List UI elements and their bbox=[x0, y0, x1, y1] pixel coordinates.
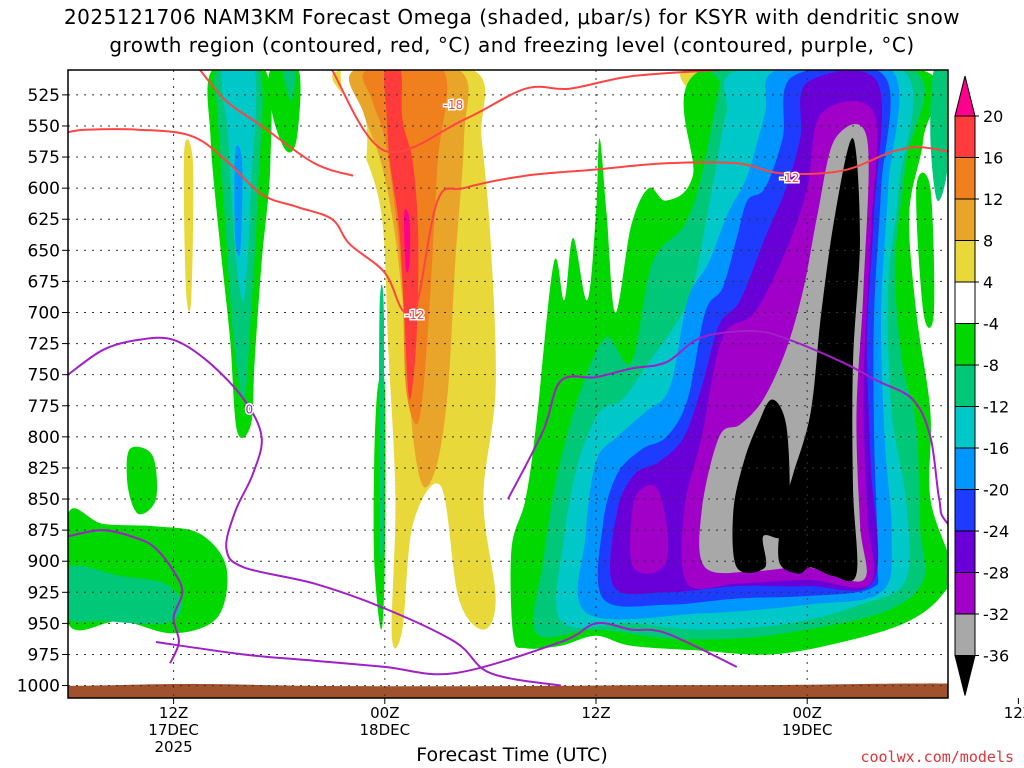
colorbar-bin-6 bbox=[954, 323, 976, 366]
colorbar-label-8: -16 bbox=[983, 439, 1009, 458]
chart-title-line-2: growth region (contoured, red, °C) and f… bbox=[109, 33, 915, 57]
colorbar-bin-10 bbox=[954, 489, 976, 532]
contour-line-2 bbox=[199, 70, 354, 177]
contour-line-5 bbox=[507, 330, 948, 526]
y-tick-label-875: 875 bbox=[28, 521, 60, 541]
omega-fill-_8_to_4-34 bbox=[1010, 201, 1024, 412]
y-tick-label-725: 725 bbox=[28, 335, 60, 355]
colorbar-label-1: 16 bbox=[983, 149, 1003, 168]
omega-fill-_20-15 bbox=[404, 209, 410, 273]
y-tick-label-1000: 1000 bbox=[17, 677, 60, 697]
contour-label-3: 0 bbox=[245, 402, 253, 416]
x-axis-label: Forecast Time (UTC) bbox=[416, 744, 608, 766]
colorbar-bin-3 bbox=[954, 198, 976, 241]
colorbar-bin-below-min bbox=[954, 655, 976, 696]
chart-title-line-1: 2025121706 NAM3KM Forecast Omega (shaded… bbox=[63, 5, 961, 29]
colorbar-bin-13 bbox=[954, 613, 976, 656]
x-tick-label-48-0: 00Z bbox=[793, 704, 822, 722]
y-tick-label-700: 700 bbox=[28, 303, 60, 323]
x-tick-label-12-2: 2025 bbox=[155, 738, 193, 756]
x-tick-label-36-0: 12Z bbox=[581, 704, 610, 722]
colorbar-label-11: -28 bbox=[983, 564, 1009, 583]
x-tick-label-12-0: 12Z bbox=[159, 704, 188, 722]
colorbar-label-10: -24 bbox=[983, 522, 1009, 541]
y-tick-label-950: 950 bbox=[28, 614, 60, 634]
y-tick-label-925: 925 bbox=[28, 583, 60, 603]
colorbar-label-3: 8 bbox=[983, 232, 993, 251]
y-tick-label-525: 525 bbox=[28, 86, 60, 106]
omega-fill-_32_to_28-26 bbox=[630, 485, 669, 574]
contour-label-2: -12 bbox=[780, 171, 800, 185]
omega-fill-_12_to_8-32 bbox=[930, 70, 948, 202]
omega-fill-_12_to_8-9 bbox=[282, 70, 296, 102]
y-tick-label-625: 625 bbox=[28, 210, 60, 230]
colorbar-bin-1 bbox=[954, 115, 976, 158]
colorbar-bin-11 bbox=[954, 530, 976, 573]
colorbar-label-7: -12 bbox=[983, 398, 1009, 417]
colorbar-bin-8 bbox=[954, 406, 976, 449]
colorbar-label-2: 12 bbox=[983, 190, 1003, 209]
colorbar-label-9: -20 bbox=[983, 481, 1009, 500]
y-tick-label-600: 600 bbox=[28, 179, 60, 199]
colorbar-label-5: -4 bbox=[983, 315, 999, 334]
colorbar-bin-12 bbox=[954, 572, 976, 615]
colorbar-label-0: 20 bbox=[983, 107, 1003, 126]
y-tick-label-850: 850 bbox=[28, 490, 60, 510]
contour-label-1: -12 bbox=[405, 308, 425, 322]
credit-watermark: coolwx.com/models bbox=[860, 748, 1014, 766]
x-tick-label-60-0: 12Z bbox=[1004, 704, 1024, 722]
colorbar-bin-4 bbox=[954, 240, 976, 283]
omega-fill-_8_to_4-33 bbox=[1014, 54, 1024, 221]
omega-fill-_36-30 bbox=[778, 138, 860, 582]
terrain-surface bbox=[68, 683, 948, 698]
contour-line-1 bbox=[68, 128, 948, 319]
omega-fill-_8_to_4-2 bbox=[126, 446, 158, 515]
y-tick-label-650: 650 bbox=[28, 241, 60, 261]
omega-fill-_12_to_8-1 bbox=[68, 565, 183, 625]
y-tick-label-825: 825 bbox=[28, 459, 60, 479]
contour-line-6 bbox=[68, 529, 184, 664]
y-tick-label-775: 775 bbox=[28, 397, 60, 417]
x-tick-label-24-1: 18DEC bbox=[360, 721, 411, 739]
plot-frame bbox=[67, 69, 949, 699]
x-tick-label-12-1: 17DEC bbox=[148, 721, 199, 739]
omega-fill-_8_to_4-37 bbox=[1001, 297, 1013, 452]
omega-fill-_36-29 bbox=[732, 399, 790, 573]
y-tick-label-900: 900 bbox=[28, 552, 60, 572]
colorbar-bin-above-max bbox=[954, 75, 976, 117]
y-tick-label-550: 550 bbox=[28, 117, 60, 137]
y-tick-label-800: 800 bbox=[28, 428, 60, 448]
contour-label-0: -18 bbox=[444, 98, 464, 112]
colorbar-bin-2 bbox=[954, 157, 976, 200]
contour-line-7 bbox=[155, 621, 738, 676]
omega-fill-_12_to_8-17 bbox=[379, 284, 385, 565]
colorbar-bin-9 bbox=[954, 447, 976, 490]
y-tick-label-750: 750 bbox=[28, 366, 60, 386]
y-tick-label-675: 675 bbox=[28, 272, 60, 292]
colorbar-bin-5 bbox=[954, 281, 976, 324]
colorbar-label-4: 4 bbox=[983, 273, 993, 292]
y-tick-label-975: 975 bbox=[28, 645, 60, 665]
contour-line-0 bbox=[331, 70, 720, 154]
plot-area: -18 -12 -12 0 bbox=[68, 54, 1024, 698]
y-tick-label-575: 575 bbox=[28, 148, 60, 168]
colorbar-label-12: -32 bbox=[983, 605, 1009, 624]
x-tick-label-24-0: 00Z bbox=[370, 704, 399, 722]
colorbar-bin-7 bbox=[954, 364, 976, 407]
colorbar-label-13: -36 bbox=[983, 647, 1009, 666]
omega-fill-4_to_8-7 bbox=[183, 139, 194, 312]
colorbar-label-6: -8 bbox=[983, 356, 999, 375]
x-tick-label-48-1: 19DEC bbox=[782, 721, 833, 739]
contour-line-4 bbox=[68, 336, 561, 687]
omega-fill-_20_to_16-6 bbox=[234, 144, 243, 257]
